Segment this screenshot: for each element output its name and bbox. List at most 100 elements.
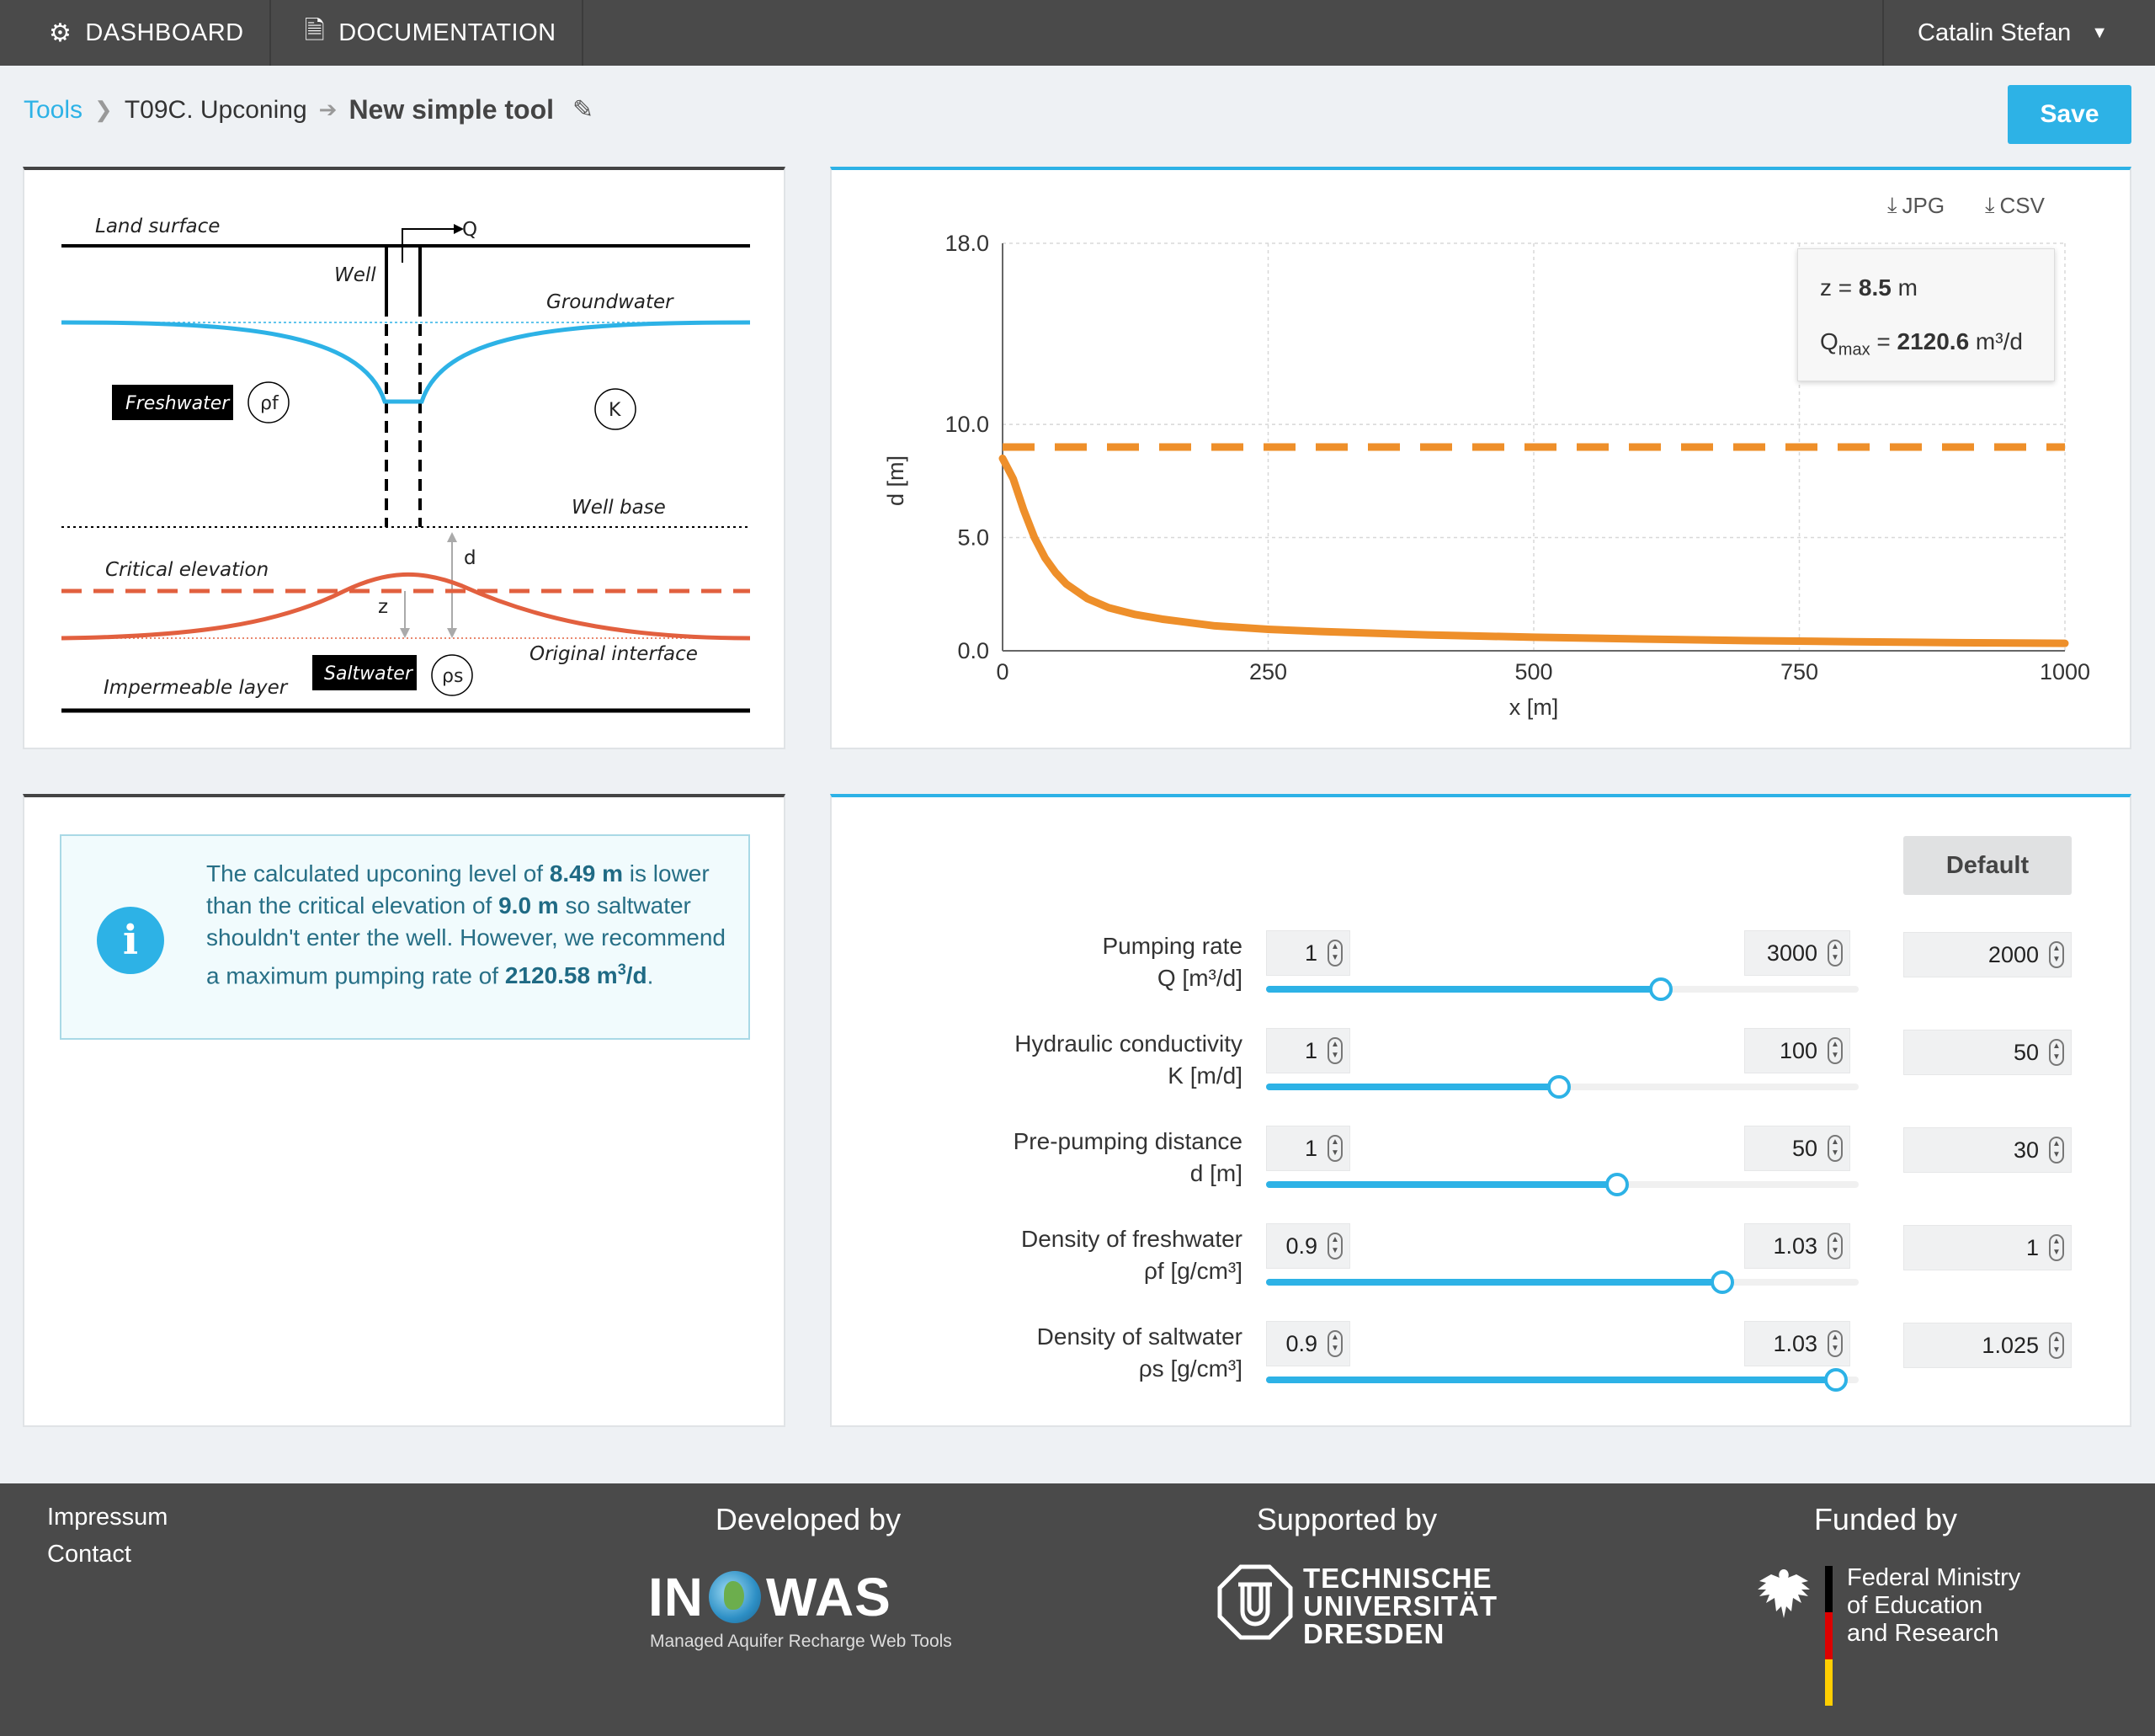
bmbf-line-1: Federal Ministry bbox=[1847, 1564, 2021, 1591]
param-slider[interactable] bbox=[1266, 1075, 1859, 1099]
nav-documentation-label: DOCUMENTATION bbox=[338, 19, 556, 46]
bmbf-line-3: and Research bbox=[1847, 1620, 1999, 1647]
spinner-icon[interactable]: ▲ ▼ bbox=[1328, 1330, 1343, 1357]
spinner-icon[interactable]: ▲ ▼ bbox=[2049, 1137, 2064, 1164]
download-csv-label: CSV bbox=[1999, 192, 2045, 218]
param-slider[interactable] bbox=[1266, 1173, 1859, 1196]
spinner-icon[interactable]: ▲ ▼ bbox=[1828, 1037, 1843, 1064]
breadcrumb-tool[interactable]: T09C. Upconing bbox=[124, 95, 307, 124]
inowas-logo[interactable]: IN WAS bbox=[648, 1566, 891, 1628]
parameters-panel: Default Pumping rate Q [m³/d] 1 ▲ ▼ 3000 ▲ ▼ … bbox=[830, 794, 2131, 1427]
slider-handle[interactable] bbox=[1710, 1270, 1734, 1294]
info-text-2: is lower than the critical elevation of bbox=[206, 860, 710, 919]
info-critical-elevation: 9.0 m bbox=[498, 892, 559, 919]
spinner-icon[interactable]: ▲ ▼ bbox=[1828, 1135, 1843, 1162]
label-impermeable-layer: Impermeable layer bbox=[104, 677, 289, 699]
param-min-input[interactable]: 1 ▲ ▼ bbox=[1266, 1028, 1350, 1073]
spinner-icon[interactable]: ▲ ▼ bbox=[2049, 1234, 2064, 1261]
nav-dashboard[interactable]: ⚙ DASHBOARD bbox=[0, 0, 271, 66]
info-max-pumping-rate-unit: /d bbox=[625, 962, 647, 989]
param-min-input[interactable]: 0.9 ▲ ▼ bbox=[1266, 1321, 1350, 1366]
cogs-icon: ⚙ bbox=[49, 19, 72, 47]
x-tick-label: 500 bbox=[1514, 659, 1552, 684]
pencil-icon[interactable]: ✎ bbox=[572, 96, 594, 124]
info-icon: i bbox=[97, 907, 164, 974]
inowas-logo-left: IN bbox=[648, 1567, 704, 1627]
label-q: Q bbox=[462, 219, 477, 241]
spinner-icon[interactable]: ▲ ▼ bbox=[1328, 1135, 1343, 1162]
spinner-icon[interactable]: ▲ ▼ bbox=[1328, 1233, 1343, 1259]
save-button[interactable]: Save bbox=[2008, 85, 2131, 144]
x-axis-label: x [m] bbox=[1509, 695, 1559, 720]
default-button[interactable]: Default bbox=[1903, 836, 2072, 895]
param-value-input[interactable]: 50 ▲ ▼ bbox=[1903, 1030, 2072, 1075]
param-name: Density of saltwater bbox=[1036, 1323, 1242, 1350]
param-value-input[interactable]: 1 ▲ ▼ bbox=[1903, 1225, 2072, 1270]
param-unit: ρs [g/cm³] bbox=[1138, 1355, 1242, 1382]
spinner-icon[interactable]: ▲ ▼ bbox=[1328, 940, 1343, 967]
bmbf-logo[interactable]: Federal Ministry of Education and Resear… bbox=[1847, 1564, 2020, 1648]
spinner-icon[interactable]: ▲ ▼ bbox=[1828, 1233, 1843, 1259]
spinner-icon[interactable]: ▲ ▼ bbox=[2049, 1332, 2064, 1359]
param-min-value: 1 bbox=[1304, 1037, 1317, 1063]
param-max-input[interactable]: 100 ▲ ▼ bbox=[1744, 1028, 1850, 1073]
contact-link[interactable]: Contact bbox=[47, 1541, 131, 1568]
tooltip-z-label: z = bbox=[1820, 274, 1859, 301]
breadcrumb-tools[interactable]: Tools bbox=[24, 95, 83, 124]
param-max-input[interactable]: 1.03 ▲ ▼ bbox=[1744, 1321, 1850, 1366]
param-value-input[interactable]: 1.025 ▲ ▼ bbox=[1903, 1323, 2072, 1368]
spinner-icon[interactable]: ▲ ▼ bbox=[1828, 940, 1843, 967]
german-flag-stripe bbox=[1825, 1566, 1833, 1706]
label-z: z bbox=[378, 596, 388, 618]
tu-dresden-logo[interactable]: TECHNISCHE UNIVERSITÄT DRESDEN bbox=[1303, 1564, 1498, 1648]
info-text-3: so saltwater shouldn't enter the well. H… bbox=[206, 892, 726, 989]
slider-fill bbox=[1266, 1279, 1722, 1286]
param-min-input[interactable]: 1 ▲ ▼ bbox=[1266, 1126, 1350, 1171]
breadcrumb: Tools ❯ T09C. Upconing ➔ New simple tool… bbox=[24, 94, 593, 125]
param-min-value: 1 bbox=[1304, 1135, 1317, 1161]
download-jpg-button[interactable]: ⤓ JPG bbox=[1887, 192, 1945, 219]
impressum-link[interactable]: Impressum bbox=[47, 1504, 168, 1531]
param-min-input[interactable]: 0.9 ▲ ▼ bbox=[1266, 1223, 1350, 1269]
param-min-input[interactable]: 1 ▲ ▼ bbox=[1266, 930, 1350, 976]
nav-documentation[interactable]: 🗎 DOCUMENTATION bbox=[271, 0, 583, 66]
param-label: Density of freshwater ρf [g/cm³] bbox=[889, 1223, 1242, 1287]
user-menu[interactable]: Catalin Stefan ▼ bbox=[1882, 0, 2155, 66]
tooltip-q-eq: = bbox=[1870, 328, 1897, 354]
tooltip-q-value: 2120.6 bbox=[1897, 328, 1970, 354]
slider-handle[interactable] bbox=[1604, 1173, 1629, 1196]
param-slider[interactable] bbox=[1266, 977, 1859, 1001]
tooltip-q-sub: max bbox=[1838, 340, 1870, 359]
spinner-icon[interactable]: ▲ ▼ bbox=[2049, 1039, 2064, 1066]
tud-line-3: DRESDEN bbox=[1303, 1618, 1445, 1649]
param-max-value: 50 bbox=[1791, 1135, 1817, 1161]
slider-handle[interactable] bbox=[1823, 1368, 1848, 1392]
spinner-icon[interactable]: ▲ ▼ bbox=[1328, 1037, 1343, 1064]
funded-by-heading: Funded by bbox=[1813, 1502, 1958, 1536]
param-value-input[interactable]: 30 ▲ ▼ bbox=[1903, 1127, 2072, 1173]
download-csv-button[interactable]: ⤓ CSV bbox=[1985, 192, 2045, 219]
param-value-input[interactable]: 2000 ▲ ▼ bbox=[1903, 932, 2072, 977]
label-freshwater: Freshwater bbox=[125, 393, 231, 414]
param-slider[interactable] bbox=[1266, 1368, 1859, 1392]
slider-handle[interactable] bbox=[1649, 977, 1673, 1001]
supported-by-heading: Supported by bbox=[1256, 1502, 1438, 1536]
tooltip-z-value: 8.5 bbox=[1858, 274, 1892, 301]
x-tick-label: 0 bbox=[996, 659, 1008, 684]
download-icon: ⤓ bbox=[1985, 192, 1995, 217]
param-max-input[interactable]: 50 ▲ ▼ bbox=[1744, 1126, 1850, 1171]
info-max-pumping-rate: 2120.58 m3/d bbox=[505, 961, 647, 989]
developed-by-heading: Developed by bbox=[715, 1502, 902, 1536]
federal-eagle-icon bbox=[1758, 1569, 1810, 1618]
y-axis-label: d [m] bbox=[883, 455, 908, 506]
spinner-icon[interactable]: ▲ ▼ bbox=[1828, 1330, 1843, 1357]
param-unit: K [m/d] bbox=[1168, 1062, 1242, 1089]
slider-fill bbox=[1266, 1084, 1560, 1090]
slider-handle[interactable] bbox=[1547, 1075, 1572, 1099]
tooltip-q-label: Q bbox=[1820, 328, 1838, 354]
param-slider[interactable] bbox=[1266, 1270, 1859, 1294]
info-max-pumping-rate-sup: 3 bbox=[617, 961, 626, 978]
param-max-input[interactable]: 3000 ▲ ▼ bbox=[1744, 930, 1850, 976]
spinner-icon[interactable]: ▲ ▼ bbox=[2049, 941, 2064, 968]
param-max-input[interactable]: 1.03 ▲ ▼ bbox=[1744, 1223, 1850, 1269]
